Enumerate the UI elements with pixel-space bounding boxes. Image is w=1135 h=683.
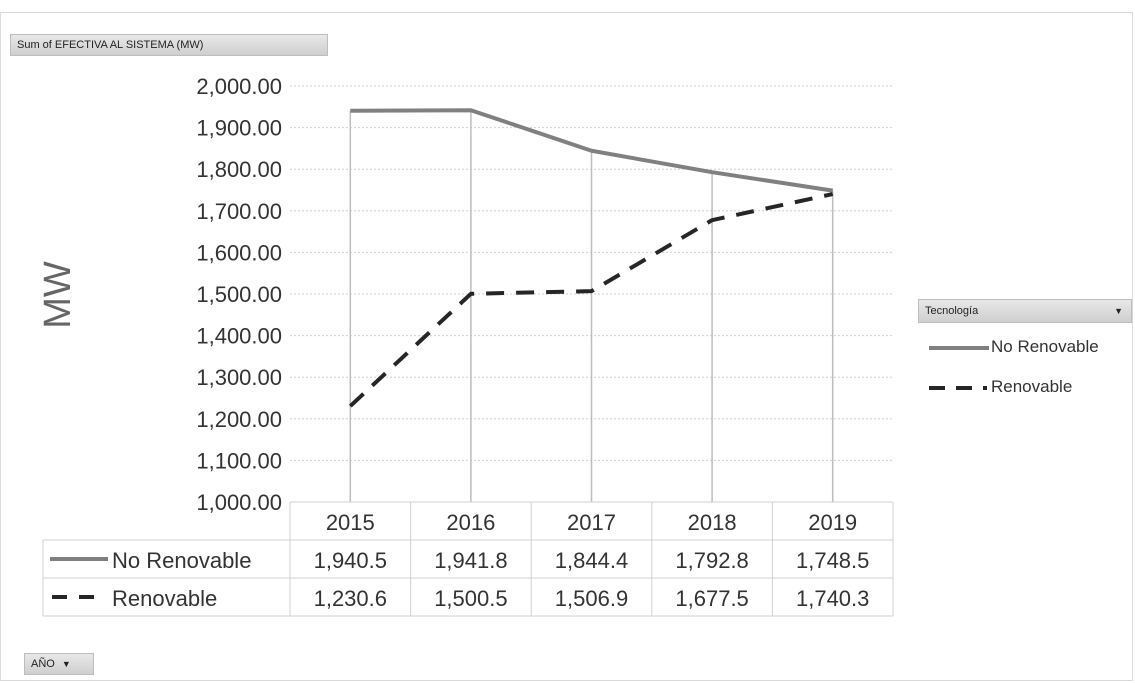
table-row-label: No Renovable	[112, 548, 251, 573]
axis-field-button[interactable]: AÑO ▼	[24, 653, 94, 675]
y-tick-label: 1,700.00	[196, 199, 282, 224]
x-tick-label: 2016	[446, 510, 495, 535]
table-cell: 1,230.6	[314, 586, 387, 611]
chart-frame	[0, 12, 1133, 681]
table-cell: 1,500.5	[434, 586, 507, 611]
y-tick-label: 1,500.00	[196, 282, 282, 307]
legend-label: Renovable	[991, 377, 1073, 396]
x-tick-label: 2017	[567, 510, 616, 535]
table-cell: 1,941.8	[434, 548, 507, 573]
dropdown-arrow-icon[interactable]: ▼	[1114, 306, 1123, 316]
legend-dash-icon	[929, 385, 987, 390]
legend-field-label: Tecnología	[925, 305, 979, 317]
y-tick-label: 1,400.00	[196, 324, 282, 349]
table-cell: 1,748.5	[796, 548, 869, 573]
series-line-1	[348, 192, 834, 408]
y-tick-label: 1,900.00	[196, 116, 282, 141]
y-tick-label: 2,000.00	[196, 74, 282, 99]
value-field-button[interactable]: Sum of EFECTIVA AL SISTEMA (MW)	[10, 34, 328, 56]
y-tick-label: 1,200.00	[196, 407, 282, 432]
x-tick-label: 2019	[808, 510, 857, 535]
series-line-0	[350, 108, 834, 193]
table-cell: 1,506.9	[555, 586, 628, 611]
x-tick-label: 2018	[688, 510, 737, 535]
dropdown-arrow-icon[interactable]: ▼	[61, 659, 71, 669]
legend-field-button[interactable]: Tecnología ▼	[918, 299, 1132, 323]
legend-item-no-renovable: No Renovable	[929, 337, 1099, 358]
table-cell: 1,677.5	[675, 586, 748, 611]
y-tick-label: 1,600.00	[196, 240, 282, 265]
table-cell: 1,792.8	[675, 548, 748, 573]
y-tick-label: 1,800.00	[196, 157, 282, 182]
table-cell: 1,940.5	[314, 548, 387, 573]
x-tick-label: 2015	[326, 510, 375, 535]
y-axis-label: MW	[37, 261, 79, 329]
y-tick-label: 1,100.00	[196, 448, 282, 473]
y-tick-label: 1,300.00	[196, 365, 282, 390]
legend-item-renovable: Renovable	[929, 377, 1072, 398]
legend-line-icon	[929, 345, 989, 350]
table-row-label: Renovable	[112, 586, 217, 611]
axis-field-label: AÑO	[31, 658, 55, 670]
table-cell: 1,844.4	[555, 548, 628, 573]
legend-label: No Renovable	[991, 337, 1099, 356]
table-cell: 1,740.3	[796, 586, 869, 611]
y-tick-label: 1,000.00	[196, 490, 282, 515]
